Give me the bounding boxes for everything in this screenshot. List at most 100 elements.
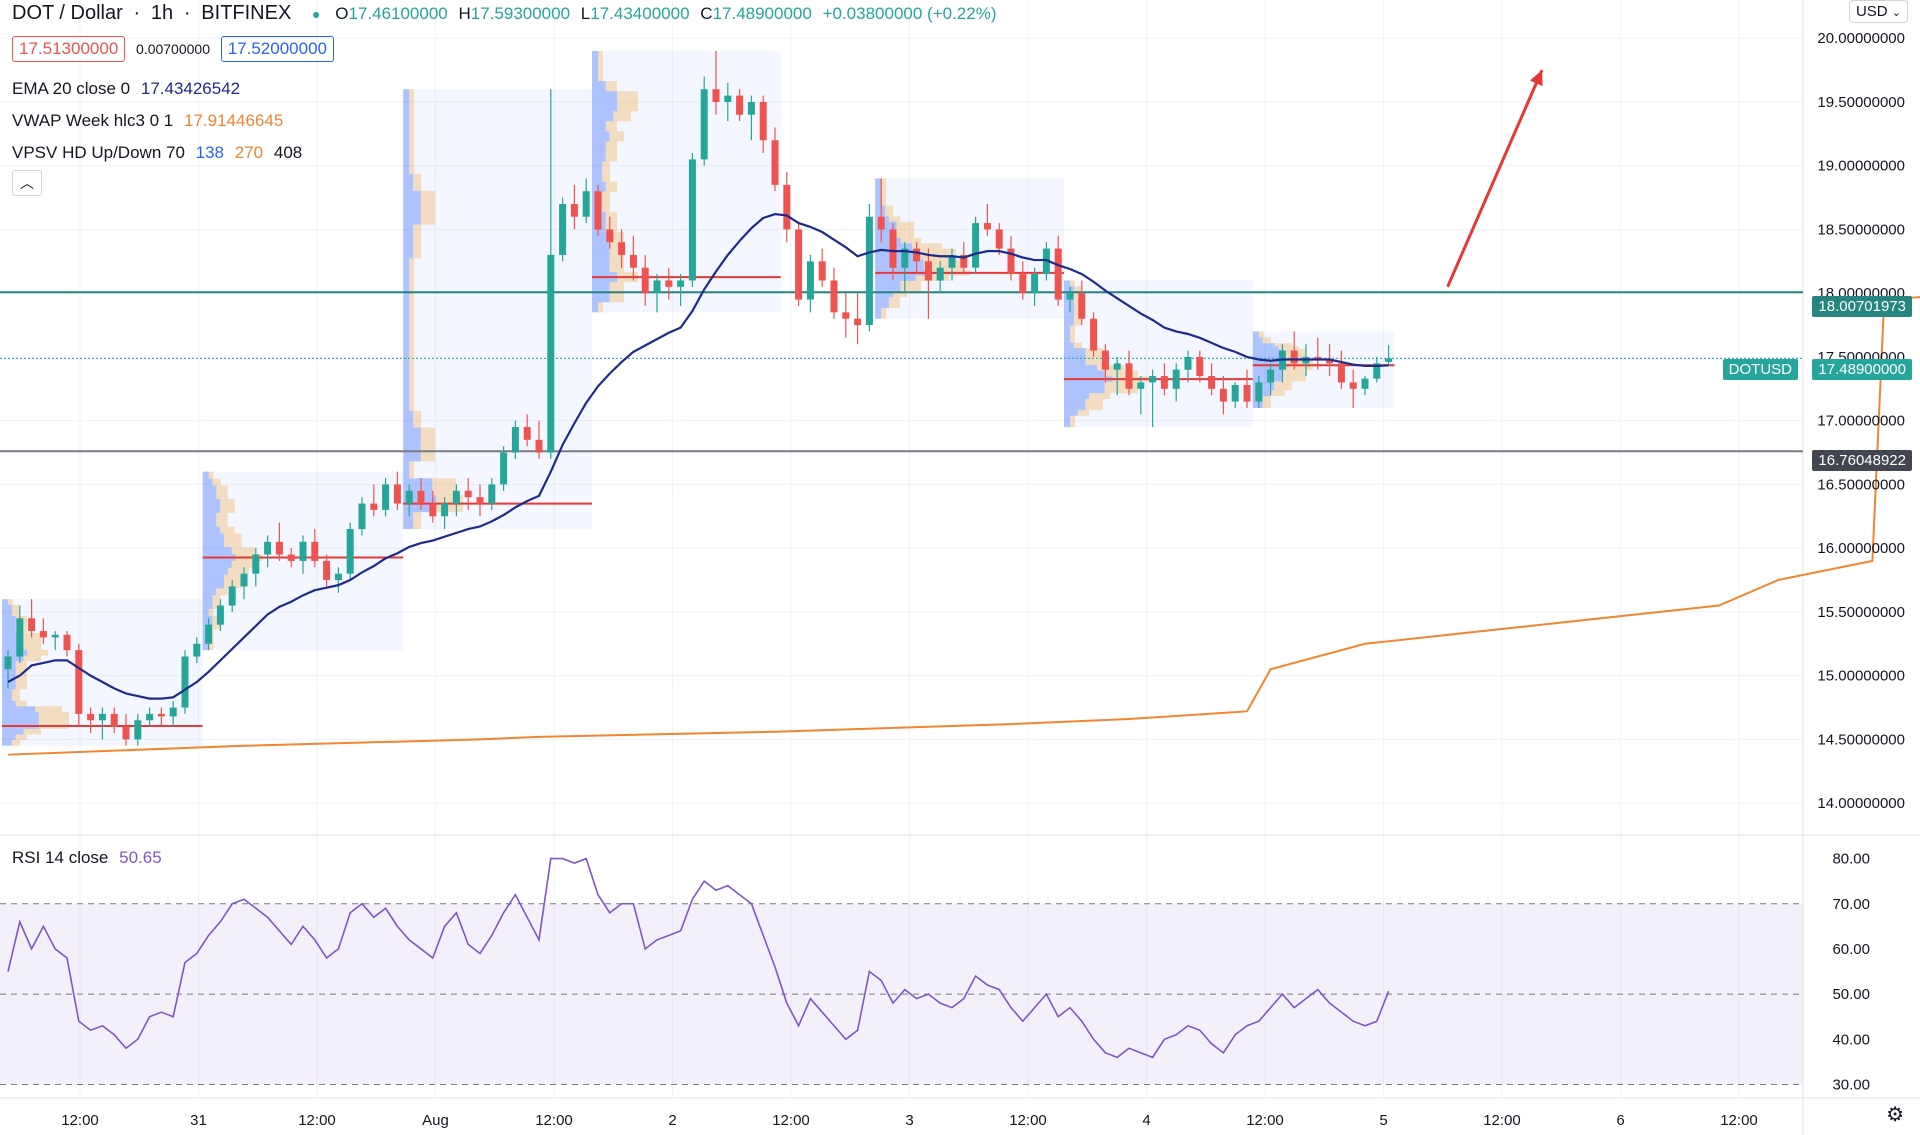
- collapse-legend-button[interactable]: ︿: [12, 170, 42, 196]
- volume-profile-bar: [413, 241, 422, 259]
- price-tick-label: 14.50000000: [1817, 731, 1905, 748]
- volume-profile-bar: [592, 151, 606, 162]
- market-status-icon: ●: [312, 6, 321, 22]
- volume-profile-bar: [1252, 402, 1263, 405]
- volume-profile-bar: [875, 280, 901, 287]
- volume-profile-bar: [208, 643, 214, 651]
- volume-profile-bar: [216, 485, 228, 493]
- volume-profile-bar: [224, 540, 242, 548]
- volume-profile-bar: [601, 201, 610, 212]
- volume-profile-bar: [1278, 346, 1299, 350]
- volume-profile-bar: [11, 740, 20, 746]
- volume-profile-bar: [875, 210, 886, 217]
- volume-profile-bar: [2, 695, 12, 701]
- volume-profile-bar: [1270, 390, 1285, 394]
- volume-profile-bar: [875, 200, 882, 206]
- volume-profile-bar: [598, 71, 603, 82]
- volume-profile-bar: [38, 717, 69, 724]
- volume-profile-bar: [2, 616, 16, 622]
- volume-profile-bar: [1064, 342, 1074, 349]
- currency-select[interactable]: USD ⌄: [1848, 0, 1908, 23]
- price-tick-label: 16.00000000: [1817, 540, 1905, 557]
- price-axis[interactable]: 14.00000000 14.50000000 15.00000000 15.5000…: [1817, 30, 1905, 812]
- candle-body: [1255, 382, 1263, 402]
- volume-profile-bar: [403, 326, 410, 343]
- rsi-axis[interactable]: 30.00 40.00 50.00 60.00 70.00 80.00: [1832, 851, 1870, 1094]
- interval-label[interactable]: 1h: [150, 2, 174, 24]
- candle-body: [795, 229, 803, 300]
- candle-body: [1290, 350, 1298, 364]
- candle-body: [1031, 274, 1039, 294]
- candle-body: [1160, 376, 1168, 389]
- support-price-tag: 16.76048922: [1812, 450, 1912, 471]
- chevron-up-icon: ︿: [20, 175, 34, 191]
- candle-body: [641, 267, 649, 294]
- vpsv-up-value: 138: [195, 143, 225, 162]
- candle-body: [205, 624, 213, 644]
- volume-profile-bar: [231, 547, 256, 555]
- time-tick-label: 12:00: [772, 1112, 810, 1129]
- volume-profile-bar: [2, 649, 28, 656]
- volume-profile-bar: [216, 512, 228, 520]
- volume-profile-bar: [613, 111, 631, 122]
- volume-profile-bar: [409, 309, 415, 327]
- time-tick-label: 12:00: [1009, 1112, 1047, 1129]
- ema-legend[interactable]: EMA 20 close 0 17.43426542: [12, 79, 246, 99]
- candle-body: [157, 713, 165, 717]
- buy-price-button[interactable]: 17.52000000: [220, 36, 334, 62]
- trend-arrow[interactable]: [1446, 69, 1544, 288]
- volume-profile-bar: [881, 183, 887, 190]
- volume-profile-bar: [23, 632, 41, 639]
- settings-gear-icon[interactable]: ⚙: [1886, 1104, 1904, 1126]
- time-axis[interactable]: 12:00 31 12:00 Aug 12:00 2 12:00 3 12:00 4 12:00 5 1…: [61, 1112, 1758, 1129]
- volume-profile-bar: [1252, 337, 1263, 341]
- volume-profile-bar: [202, 581, 225, 589]
- candle-body: [948, 254, 956, 268]
- candle-body: [924, 261, 932, 281]
- volume-profile-bar: [1085, 398, 1103, 405]
- time-tick-label: 12:00: [1483, 1112, 1521, 1129]
- volume-profile-bar: [1274, 384, 1292, 388]
- candle-body: [983, 223, 991, 230]
- volume-profile-bar: [202, 526, 221, 534]
- candle-body: [1113, 363, 1121, 370]
- volume-profile-bar: [1262, 337, 1271, 341]
- low-label: L: [580, 4, 591, 23]
- volume-profile-bar: [409, 275, 415, 293]
- rsi-tick-label: 50.00: [1832, 986, 1870, 1003]
- volume-profile-bar: [202, 533, 225, 541]
- candle-body: [393, 484, 401, 504]
- symbol-name[interactable]: DOT / Dollar: [12, 2, 123, 24]
- rsi-tick-label: 40.00: [1832, 1031, 1870, 1048]
- volume-profile-bar: [875, 183, 882, 190]
- volume-profile-bar: [15, 700, 27, 707]
- candle-body: [783, 184, 791, 230]
- candle-body: [1231, 384, 1239, 402]
- rsi-legend[interactable]: RSI 14 close 50.65: [12, 848, 168, 868]
- volume-profile-bar: [1064, 365, 1097, 371]
- volume-profile-bar: [875, 194, 882, 201]
- volume-profile-bar: [11, 689, 20, 696]
- volume-profile-bar: [875, 205, 886, 211]
- volume-profile-bar: [11, 610, 20, 617]
- candlesticks: [4, 50, 1393, 746]
- candle-body: [629, 254, 637, 268]
- price-tick-label: 15.00000000: [1817, 668, 1905, 685]
- volume-profile-bar: [1064, 314, 1074, 320]
- vwap-legend[interactable]: VWAP Week hlc3 0 1 17.91446645: [12, 111, 289, 131]
- candle-body: [146, 713, 154, 721]
- sell-price-button[interactable]: 17.51300000: [12, 36, 126, 62]
- volume-profile-bar: [224, 581, 242, 589]
- close-label: C: [700, 4, 713, 23]
- volume-profile-bar: [202, 540, 225, 548]
- time-tick-label: 12:00: [61, 1112, 99, 1129]
- candle-body: [110, 713, 118, 727]
- vpsv-legend[interactable]: VPSV HD Up/Down 70 138 270 408: [12, 143, 308, 163]
- volume-profile-bar: [592, 101, 618, 112]
- volume-profile-bar: [403, 241, 414, 259]
- volume-profile-bar: [220, 499, 235, 507]
- volume-profile-bar: [420, 207, 436, 225]
- volume-profile-box: [403, 89, 592, 530]
- change-value: +0.03800000 (+0.22%): [822, 4, 997, 23]
